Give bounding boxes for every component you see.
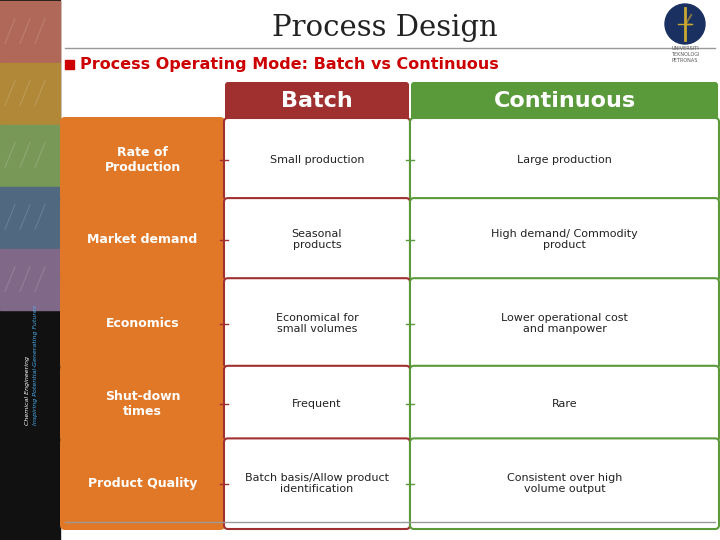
Text: Inspiring Potential·Generating Futures: Inspiring Potential·Generating Futures [34,305,38,425]
Bar [0,125,60,186]
FancyBboxPatch shape [410,118,719,201]
Bar [0,63,60,124]
FancyBboxPatch shape [60,197,225,282]
Text: Consistent over high
volume output: Consistent over high volume output [507,473,622,495]
FancyBboxPatch shape [411,82,718,120]
FancyBboxPatch shape [225,82,409,120]
Text: Batch basis/Allow product
identification: Batch basis/Allow product identification [245,473,389,495]
Text: UNIVERSITI
TEKNOLOGI
PETRONAS: UNIVERSITI TEKNOLOGI PETRONAS [671,46,699,63]
FancyBboxPatch shape [60,365,225,442]
FancyBboxPatch shape [224,278,410,369]
Text: Economics: Economics [106,317,179,330]
FancyBboxPatch shape [224,118,410,201]
Circle shape [665,4,705,44]
Text: Shut-down
times: Shut-down times [104,389,180,417]
FancyBboxPatch shape [410,278,719,369]
FancyBboxPatch shape [410,366,719,441]
FancyBboxPatch shape [224,438,410,529]
Text: Small production: Small production [270,154,364,165]
Text: Lower operational cost
and manpower: Lower operational cost and manpower [501,313,628,334]
Bar [0,187,60,248]
Text: High demand/ Commodity
product: High demand/ Commodity product [491,229,638,251]
Text: Continuous: Continuous [493,91,636,111]
Text: Market demand: Market demand [87,233,197,246]
FancyBboxPatch shape [60,277,225,370]
Bar [0,0,60,540]
Text: Rare: Rare [552,399,577,409]
Text: Chemical Engineering: Chemical Engineering [25,356,30,425]
Text: Seasonal
products: Seasonal products [292,229,342,251]
Text: Product Quality: Product Quality [88,477,197,490]
Text: Process Operating Mode: Batch vs Continuous: Process Operating Mode: Batch vs Continu… [80,57,499,71]
FancyBboxPatch shape [224,366,410,441]
FancyBboxPatch shape [224,198,410,281]
FancyBboxPatch shape [60,437,225,530]
Text: Batch: Batch [281,91,353,111]
Text: Process Design: Process Design [272,14,498,42]
Bar [0,1,60,62]
Bar [0,249,60,310]
Text: Frequent: Frequent [292,399,342,409]
Text: Rate of
Production: Rate of Production [104,146,181,173]
FancyBboxPatch shape [410,198,719,281]
Circle shape [671,10,699,38]
Bar [65,60,74,69]
Text: Large production: Large production [517,154,612,165]
FancyBboxPatch shape [60,117,225,202]
Text: Economical for
small volumes: Economical for small volumes [276,313,359,334]
FancyBboxPatch shape [410,438,719,529]
